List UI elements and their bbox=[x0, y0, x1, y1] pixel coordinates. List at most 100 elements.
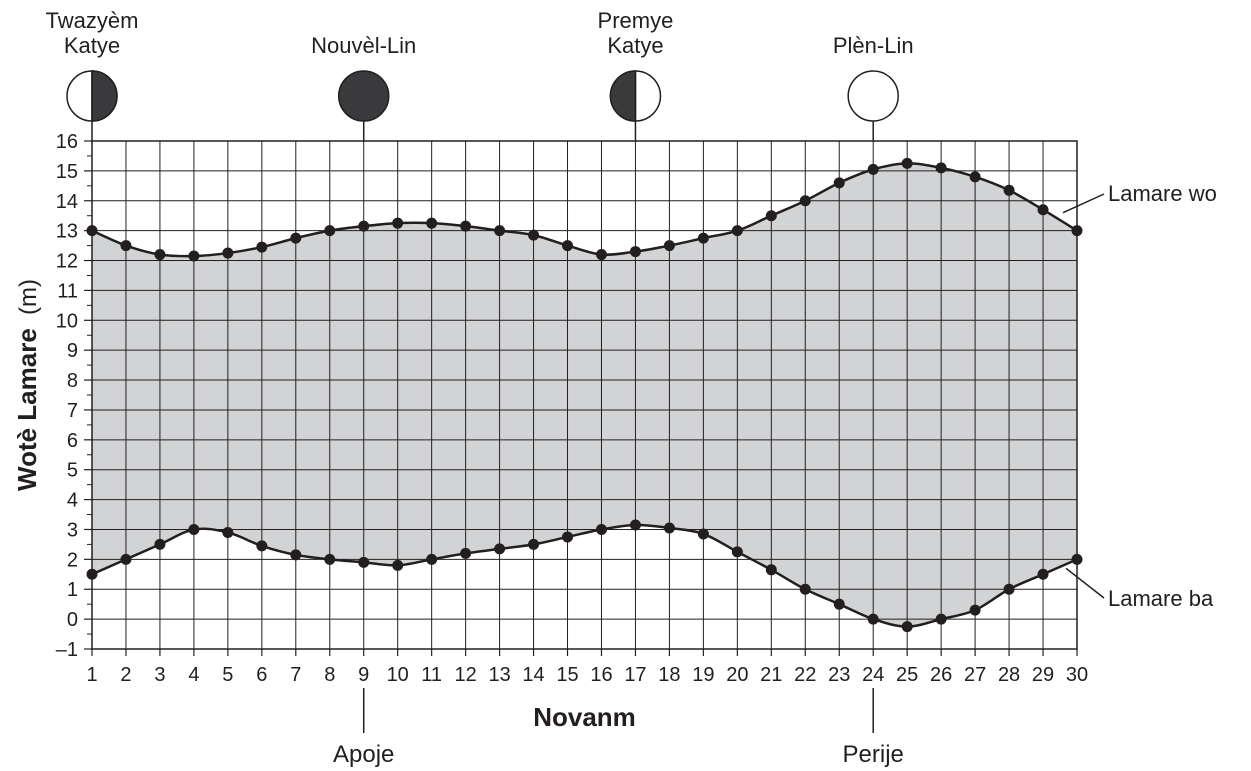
x-tick-label: 20 bbox=[726, 664, 748, 686]
low-tide-point bbox=[731, 546, 743, 558]
y-tick-label: 12 bbox=[56, 251, 78, 273]
low-tide-point bbox=[663, 522, 675, 534]
moon-phase-label: Plèn-Lin bbox=[833, 33, 914, 58]
high-tide-point bbox=[1037, 204, 1049, 216]
low-tide-point bbox=[426, 553, 438, 565]
high-tide-point bbox=[86, 225, 98, 237]
x-tick-label: 5 bbox=[222, 664, 233, 686]
new-moon-icon bbox=[337, 70, 390, 122]
high-tide-point bbox=[358, 220, 370, 232]
x-tick-label: 29 bbox=[1032, 664, 1054, 686]
y-tick-label: 2 bbox=[67, 549, 78, 571]
low-tide-point bbox=[867, 613, 879, 625]
low-tide-point bbox=[1003, 583, 1015, 595]
orbit-events: Apoje Perije bbox=[333, 688, 904, 768]
low-tide-point bbox=[154, 538, 166, 550]
x-tick-label: 3 bbox=[154, 664, 165, 686]
x-tick-label: 19 bbox=[692, 664, 714, 686]
high-tide-point bbox=[1003, 184, 1015, 196]
high-tide-point bbox=[392, 217, 404, 229]
high-tide-point bbox=[799, 195, 811, 207]
low-tide-point bbox=[833, 598, 845, 610]
first-quarter-moon-icon bbox=[609, 70, 662, 122]
moon-phase-label: Katye bbox=[64, 33, 120, 58]
y-tick-label: 3 bbox=[67, 519, 78, 541]
y-tick-label: 7 bbox=[67, 400, 78, 422]
x-tick-label: 1 bbox=[86, 664, 97, 686]
low-tide-point bbox=[1071, 553, 1083, 565]
x-tick-label: 16 bbox=[590, 664, 612, 686]
moon-phase: Plèn-Lin bbox=[833, 33, 914, 141]
x-tick-label: 8 bbox=[324, 664, 335, 686]
high-tide-point bbox=[222, 247, 234, 259]
high-tide-point bbox=[528, 229, 540, 241]
low-tide-point bbox=[392, 559, 404, 571]
y-tick-label: 5 bbox=[67, 460, 78, 482]
low-tide-point bbox=[901, 621, 913, 633]
y-tick-label: 13 bbox=[56, 221, 78, 243]
x-tick-label: 13 bbox=[488, 664, 510, 686]
x-tick-label: 22 bbox=[794, 664, 816, 686]
y-tick-label: 0 bbox=[67, 609, 78, 631]
high-tide-point bbox=[154, 249, 166, 261]
x-tick-label: 23 bbox=[828, 664, 850, 686]
x-tick-label: 10 bbox=[387, 664, 409, 686]
x-tick-label: 6 bbox=[256, 664, 267, 686]
high-tide-point bbox=[1071, 225, 1083, 237]
high-tide-point bbox=[426, 217, 438, 229]
y-tick-label: 9 bbox=[67, 340, 78, 362]
low-tide-point bbox=[86, 568, 98, 580]
low-tide-point bbox=[494, 543, 506, 555]
y-tick-label: 6 bbox=[67, 430, 78, 452]
low-tide-point bbox=[324, 553, 336, 565]
x-tick-label: 14 bbox=[522, 664, 544, 686]
high-tide-point bbox=[867, 163, 879, 175]
high-tide-point bbox=[901, 157, 913, 169]
low-tide-point bbox=[1037, 568, 1049, 580]
high-tide-point bbox=[765, 210, 777, 222]
low-tide-point bbox=[290, 549, 302, 561]
high-tide-point bbox=[324, 225, 336, 237]
x-tick-label: 15 bbox=[556, 664, 578, 686]
x-axis-title: Novanm bbox=[533, 702, 636, 732]
high-tide-point bbox=[494, 225, 506, 237]
series-label-text: Lamare ba bbox=[1108, 586, 1214, 611]
orbit-event: Apoje bbox=[333, 688, 394, 768]
low-tide-point bbox=[595, 523, 607, 535]
series-label-low: Lamare ba bbox=[1065, 567, 1214, 611]
y-axis-title: Wotè Lamare (m) bbox=[12, 279, 42, 491]
high-tide-point bbox=[731, 225, 743, 237]
low-tide-point bbox=[222, 526, 234, 538]
full-moon-icon bbox=[847, 70, 899, 122]
x-tick-label: 24 bbox=[862, 664, 884, 686]
high-tide-point bbox=[697, 232, 709, 244]
high-tide-point bbox=[663, 240, 675, 252]
y-axis-unit: (m) bbox=[15, 279, 42, 315]
tidal-range-area bbox=[92, 163, 1077, 627]
moon-phase-label: Katye bbox=[607, 33, 663, 58]
low-tide-point bbox=[460, 547, 472, 559]
moon-phase-label: Twazyèm bbox=[46, 8, 139, 33]
low-tide-point bbox=[969, 604, 981, 616]
high-tide-point bbox=[833, 177, 845, 189]
low-tide-point bbox=[528, 538, 540, 550]
series-labels: Lamare wo Lamare ba bbox=[1062, 181, 1217, 611]
x-tick-label: 18 bbox=[658, 664, 680, 686]
y-tick-label: –1 bbox=[56, 639, 78, 661]
x-tick-label: 12 bbox=[454, 664, 476, 686]
y-tick-label: 8 bbox=[67, 370, 78, 392]
data-points bbox=[86, 157, 1083, 633]
last-quarter-moon-icon bbox=[66, 70, 118, 122]
y-tick-label: 4 bbox=[67, 490, 78, 512]
x-tick-label: 9 bbox=[358, 664, 369, 686]
high-tide-point bbox=[256, 241, 268, 253]
x-tick-label: 2 bbox=[120, 664, 131, 686]
x-tick-label: 11 bbox=[421, 664, 442, 686]
moon-phase-label: Nouvèl-Lin bbox=[311, 33, 416, 58]
y-tick-label: 14 bbox=[56, 191, 78, 213]
